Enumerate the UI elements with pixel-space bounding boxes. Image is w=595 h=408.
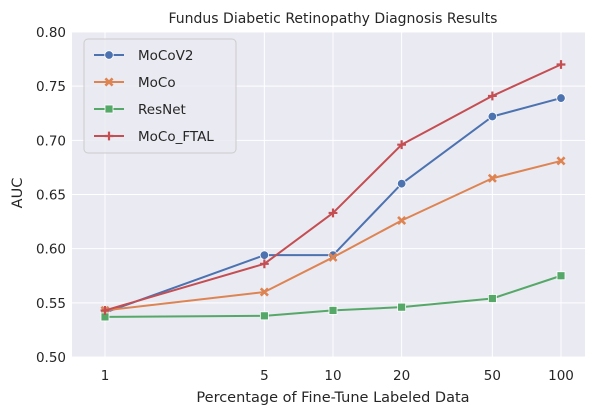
legend-marker [104,104,114,114]
x-tick-label: 5 [260,368,269,384]
x-axis-ticks: 1 5 10 20 50 100 [101,368,574,384]
y-axis-ticks: 0.50 0.55 0.60 0.65 0.70 0.75 0.80 [36,25,66,366]
data-point-marker [556,271,566,281]
data-point-marker [259,259,269,269]
data-point-marker [328,306,338,315]
legend-label: ResNet [138,102,186,118]
series-line [104,63,562,312]
data-point-marker [259,287,269,297]
data-point-marker [487,91,497,101]
legend-marker [104,50,114,60]
x-axis-label: Percentage of Fine-Tune Labeled Data [196,390,469,406]
y-tick-label: 0.50 [36,350,66,366]
data-point-marker [487,111,498,122]
x-tick-label: 10 [324,368,341,384]
data-point-marker [487,294,497,303]
data-point-marker [397,215,407,226]
legend-label: MoCo_FTAL [138,129,214,145]
data-point-marker [396,178,407,189]
series-moco [100,156,566,315]
x-tick-label: 1 [101,368,110,384]
legend-label: MoCo [138,75,176,91]
data-point-marker [100,306,110,315]
x-tick-label: 50 [484,368,501,384]
y-tick-label: 0.70 [36,133,66,149]
y-tick-label: 0.75 [36,79,66,95]
series-moco-ftal [100,60,566,315]
legend-marker [104,77,114,87]
data-point-marker [556,60,566,69]
series-resnet [100,271,566,322]
data-point-marker [556,93,566,103]
series-line [104,97,562,314]
x-tick-label: 20 [393,368,410,384]
legend-item: MoCo_FTAL [94,129,214,145]
series-line [104,274,562,318]
legend-item: MoCoV2 [94,48,193,64]
x-tick-label: 100 [548,368,574,384]
data-point-marker [397,140,407,150]
data-point-marker [556,156,566,166]
legend: MoCoV2 MoCo ResNet MoCo_FTAL [83,38,237,154]
data-point-marker [328,208,338,218]
series-line [104,159,562,312]
y-tick-label: 0.55 [36,296,66,312]
y-tick-label: 0.80 [36,25,66,41]
chart-title: Fundus Diabetic Retinopathy Diagnosis Re… [169,11,498,27]
legend-box [83,38,237,154]
y-axis-label: AUC [10,178,26,209]
legend-label: MoCoV2 [138,48,193,64]
data-point-marker [259,311,269,321]
data-point-marker [397,302,407,312]
y-tick-label: 0.60 [36,242,66,258]
data-point-marker [328,252,338,262]
legend-item: MoCo [94,75,176,91]
data-point-marker [487,173,497,183]
series-lines [100,60,566,322]
legend-item: ResNet [94,102,186,118]
y-tick-label: 0.65 [36,188,66,204]
data-point-marker [259,250,270,260]
legend-marker [104,131,114,141]
